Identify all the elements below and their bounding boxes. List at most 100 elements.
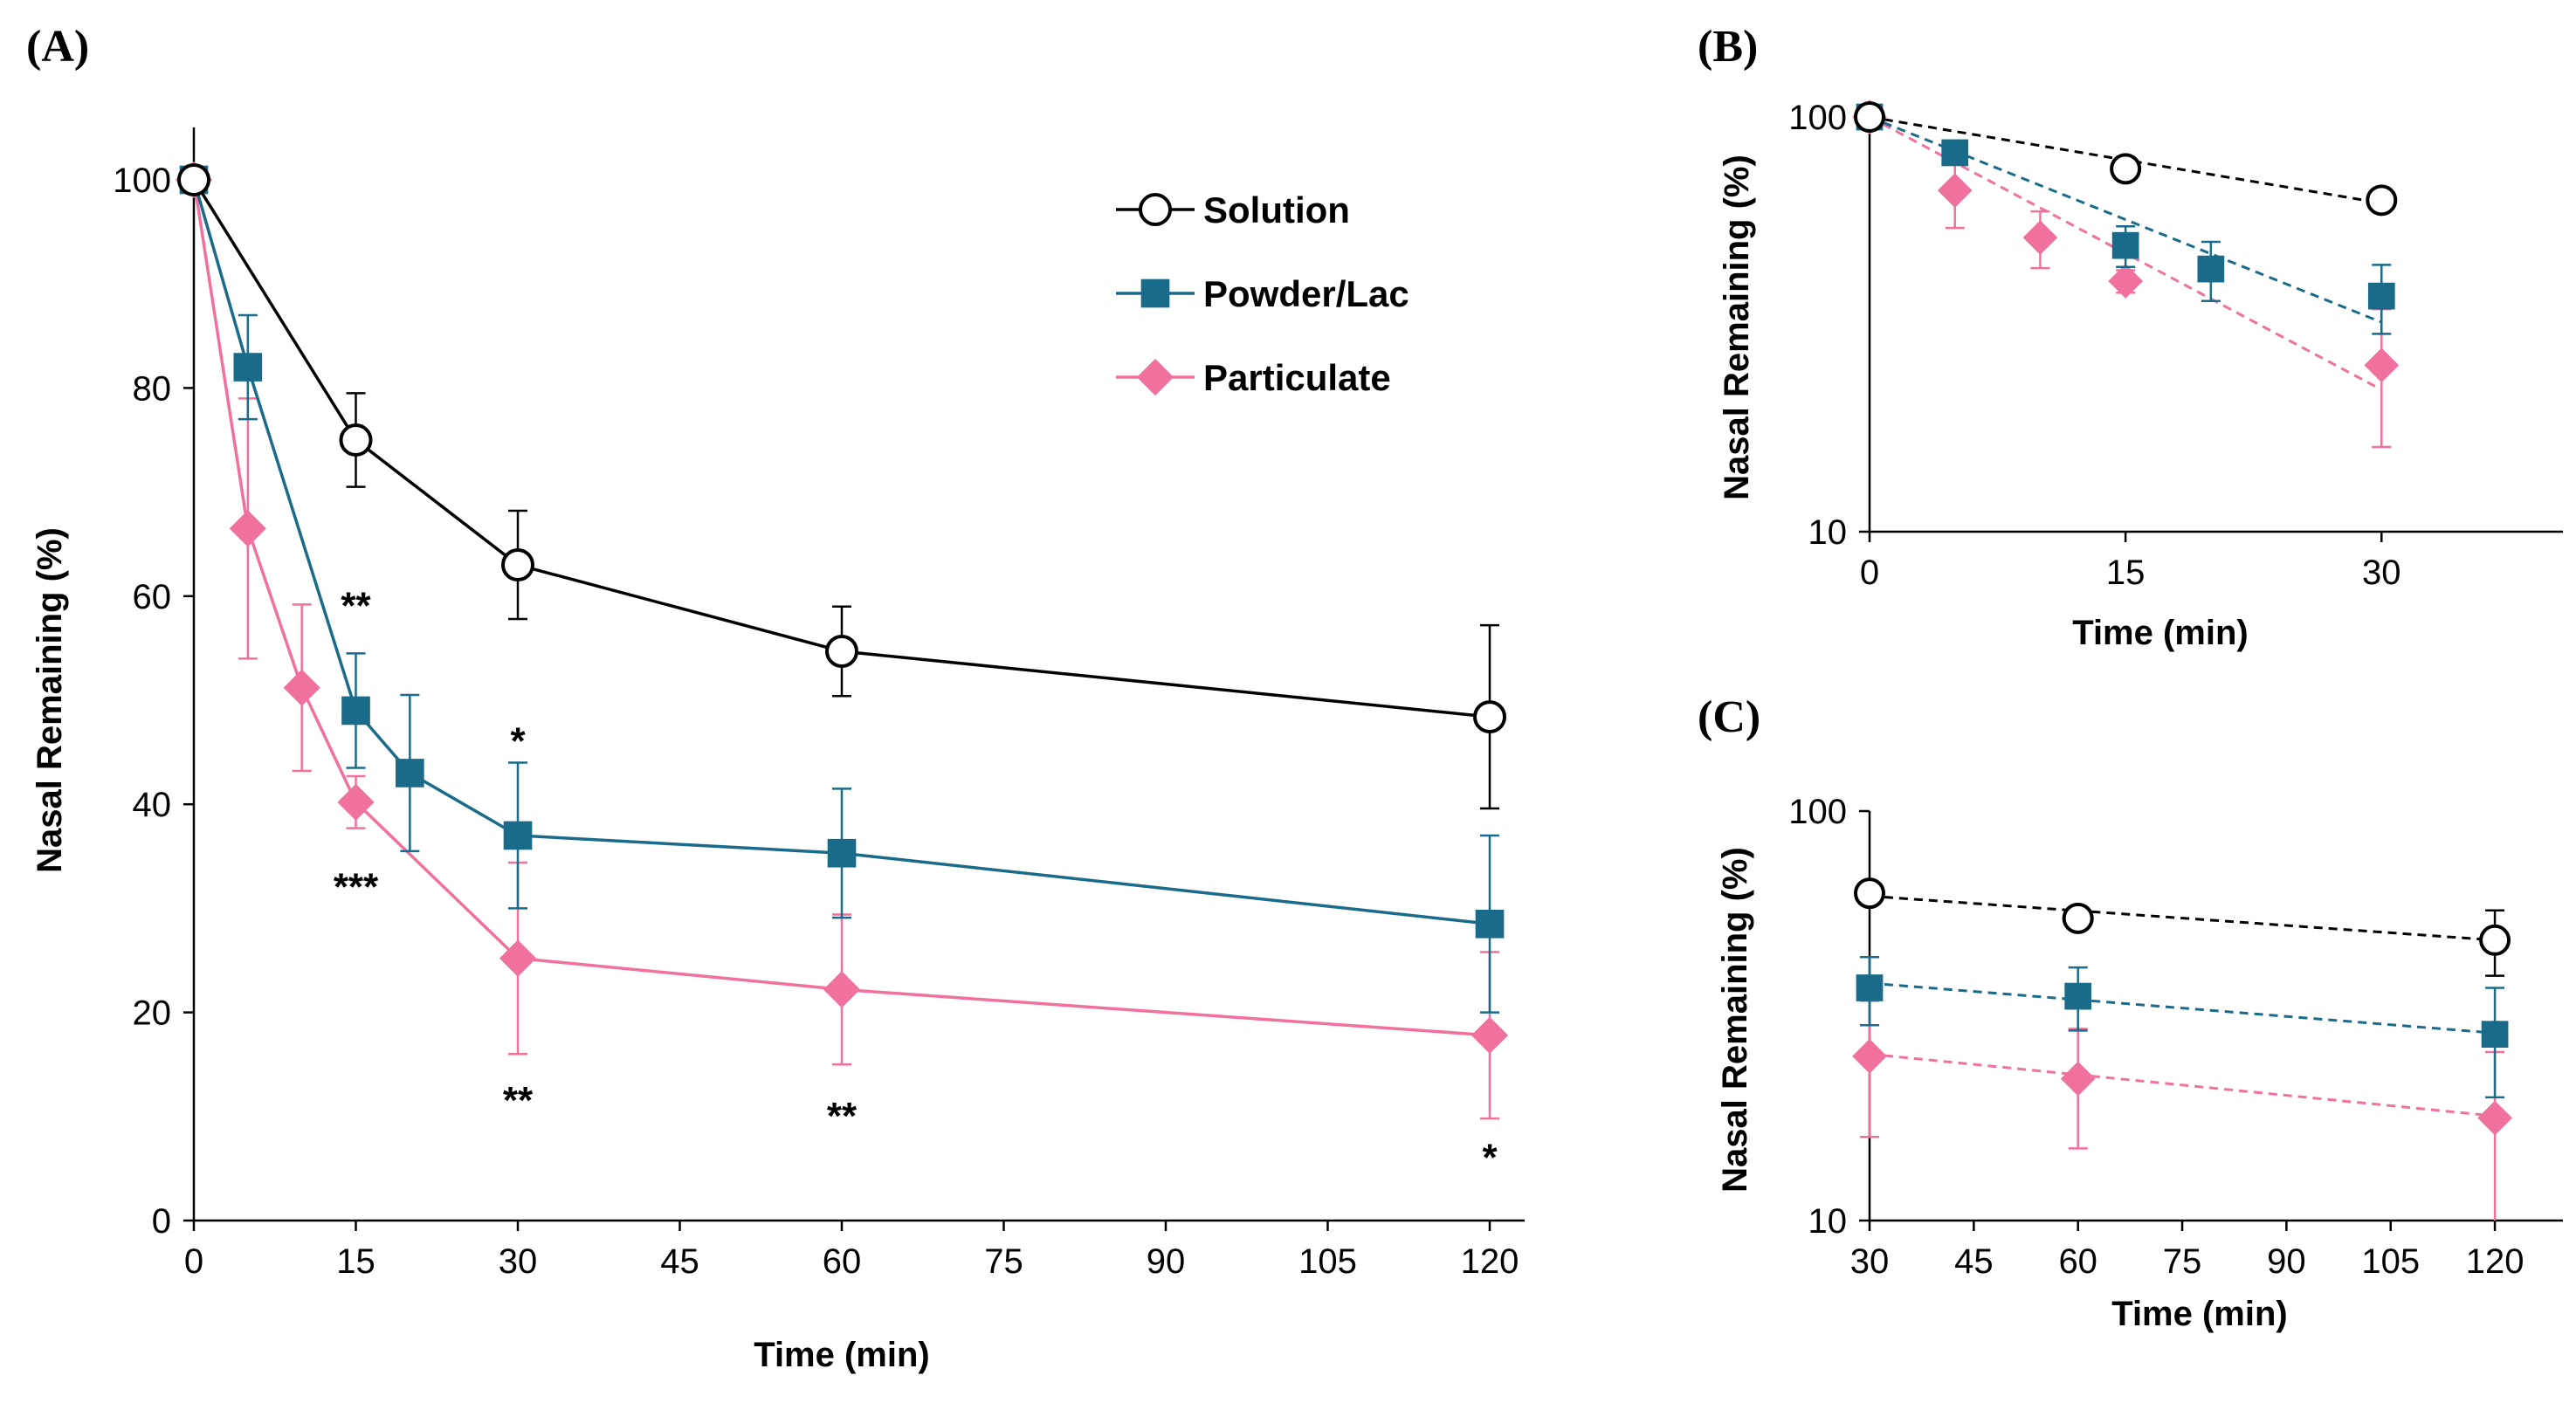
data-point-solution [1854,101,1885,133]
legend-label-particulate: Particulate [1203,357,1391,398]
data-point-solution [2110,153,2142,185]
significance-annotation: ** [503,1079,534,1122]
data-point-solution [177,163,210,196]
y-tick-label: 100 [113,162,171,200]
x-tick-label: 30 [1850,1242,1890,1281]
data-point-powder [341,696,370,726]
data-point-particulate [823,971,861,1008]
x-tick-label: 30 [2362,554,2401,592]
legend-marker-powder [1140,279,1170,308]
data-point-particulate [2364,347,2400,383]
data-point-solution [2062,902,2094,934]
x-tick-label: 60 [2058,1242,2097,1281]
x-tick-label: 120 [2466,1242,2524,1281]
legend: Solution Powder/Lac Particulate [1116,189,1409,398]
x-tick-label: 30 [499,1242,538,1281]
x-tick-label: 90 [2267,1242,2306,1281]
data-point-powder [2111,231,2139,259]
x-tick-label: 45 [660,1242,699,1281]
data-point-solution [501,548,534,582]
legend-label-solution: Solution [1203,189,1350,230]
fit-line-powder [1869,981,2496,1035]
data-point-powder [503,821,533,850]
significance-annotation: ** [341,585,371,628]
data-point-particulate [1852,1038,1887,1074]
data-point-particulate [229,510,266,547]
x-tick-label: 0 [1860,554,1879,592]
data-point-powder [827,838,857,868]
fit-line-particulate [1869,1052,2496,1118]
data-point-powder [1475,909,1505,939]
y-tick-label: 100 [1788,793,1847,831]
significance-annotation: * [1482,1136,1498,1179]
data-point-solution [2479,924,2511,956]
legend-label-powder: Powder/Lac [1203,273,1409,314]
y-tick-label: 10 [1808,513,1848,552]
data-point-particulate [1937,173,1973,208]
data-point-powder [2197,255,2225,283]
data-point-solution [1854,877,1885,910]
x-tick-label: 15 [2106,554,2146,592]
data-point-particulate [337,783,375,821]
data-point-powder [233,353,263,382]
data-point-powder [1856,974,1884,1001]
data-point-particulate [2108,264,2143,299]
significance-annotation: ** [827,1095,858,1138]
series-solution [177,163,1506,810]
x-tick-label: 90 [1147,1242,1186,1281]
fit-line-solution [1869,894,2496,942]
series-solution [1854,101,2398,217]
x-tick-label: 105 [1298,1242,1357,1281]
x-tick-label: 105 [2361,1242,2420,1281]
panel-label: (B) [1698,22,1758,72]
y-tick-label: 60 [133,578,172,616]
x-axis-title: Time (min) [754,1336,930,1374]
panel-a: 0 15 30 45 60 75 90 105 120 0 20 40 60 80 100 Time (min… [26,22,1525,1374]
x-tick-label: 75 [984,1242,1023,1281]
y-tick-label: 100 [1788,99,1847,137]
panel-label: (C) [1698,692,1760,742]
data-point-solution [339,423,373,457]
data-point-particulate [283,669,320,706]
legend-marker-particulate [1136,358,1174,396]
y-tick-label: 10 [1808,1202,1848,1241]
panel-b: 0 15 30 10 100 Time (min) Nasal Remaining (%) (… [1698,22,2563,652]
panel-c: 30 45 60 75 90 105 120 10 100 Time (min) Nasal Rem… [1698,692,2563,1333]
series-powder [179,165,1505,1014]
y-axis-title: Nasal Remaining (%) [31,527,69,873]
series-solution [1854,877,2511,977]
x-tick-label: 15 [336,1242,375,1281]
y-tick-label: 0 [152,1202,171,1241]
series-particulate [175,161,1509,1120]
x-axis-title: Time (min) [2072,614,2249,652]
y-tick-label: 80 [133,369,172,408]
data-point-particulate [499,939,537,977]
y-tick-label: 40 [133,786,172,824]
x-tick-label: 60 [823,1242,862,1281]
x-tick-label: 75 [2163,1242,2202,1281]
data-point-powder [1941,139,1969,167]
data-point-particulate [1471,1016,1509,1054]
data-point-powder [2481,1021,2509,1049]
y-axis-title: Nasal Remaining (%) [1716,847,1754,1193]
x-tick-label: 0 [184,1242,203,1281]
data-point-solution [1473,700,1506,734]
significance-annotation: *** [334,866,379,909]
significance-annotation: * [510,720,526,763]
data-point-solution [2366,184,2398,217]
x-tick-label: 120 [1461,1242,1519,1281]
data-point-particulate [2060,1061,2096,1097]
panel-label: (A) [26,22,89,72]
x-tick-label: 45 [1954,1242,1994,1281]
data-point-solution [825,634,858,668]
x-axis-title: Time (min) [2111,1295,2288,1333]
data-point-powder [2367,282,2395,310]
legend-marker-solution [1139,193,1172,226]
y-tick-label: 20 [133,994,172,1033]
series-particulate [1852,1000,2512,1221]
series-powder [1856,955,2509,1099]
data-point-particulate [2022,220,2058,255]
series-powder [1856,103,2395,335]
y-axis-title: Nasal Remaining (%) [1718,155,1756,500]
